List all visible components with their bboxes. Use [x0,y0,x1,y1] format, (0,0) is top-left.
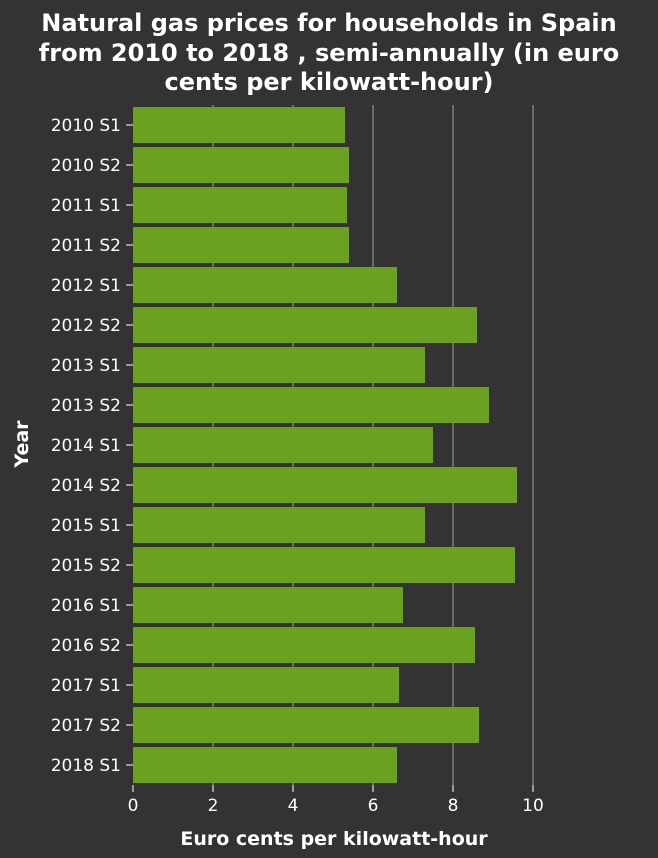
y-tick-label: 2017 S2 [51,716,121,736]
y-tick-label: 2014 S2 [51,476,121,496]
bar-2017-s2 [133,707,479,743]
bar-2010-s2 [133,147,349,183]
y-tick-label: 2013 S1 [51,356,121,376]
y-tick-label: 2017 S1 [51,676,121,696]
bar-2018-s1 [133,747,397,783]
chart-title-line-2: from 2010 to 2018 , semi-annually (in eu… [39,39,619,67]
y-tick-label: 2018 S1 [51,756,121,776]
bar-2012-s1 [133,267,397,303]
y-tick-label: 2016 S2 [51,636,121,656]
bar-2014-s2 [133,467,517,503]
x-axis-title: Euro cents per kilowatt-hour [180,828,488,850]
y-tick-label: 2010 S1 [51,116,121,136]
y-tick-label: 2011 S2 [51,236,121,256]
y-tick-label: 2014 S1 [51,436,121,456]
x-tick-label: 6 [368,796,379,816]
y-axis-title: Year [11,420,33,469]
bar-2011-s1 [133,187,347,223]
chart-title-line-1: Natural gas prices for households in Spa… [41,9,616,37]
y-tick-label: 2016 S1 [51,596,121,616]
x-tick-label: 2 [208,796,219,816]
y-tick-label: 2015 S1 [51,516,121,536]
bar-2015-s1 [133,507,425,543]
chart-title-line-3: cents per kilowatt-hour) [165,68,494,96]
y-tick-label: 2010 S2 [51,156,121,176]
y-tick-label: 2012 S2 [51,316,121,336]
bar-2012-s2 [133,307,477,343]
plot-area: 2010 S1 2010 S2 2011 S1 2011 S2 2012 S1 2012 … [51,105,544,816]
bar-2011-s2 [133,227,349,263]
bar-2016-s2 [133,627,475,663]
x-tick-label: 4 [288,796,299,816]
bar-2010-s1 [133,107,345,143]
x-tick-label: 10 [522,796,544,816]
bar-2014-s1 [133,427,433,463]
bar-2016-s1 [133,587,403,623]
y-tick-label: 2015 S2 [51,556,121,576]
bar-2017-s1 [133,667,399,703]
bar-2015-s2 [133,547,515,583]
x-tick-label: 0 [128,796,139,816]
y-tick-label: 2011 S1 [51,196,121,216]
bar-2013-s1 [133,347,425,383]
y-tick-label: 2013 S2 [51,396,121,416]
chart-title: Natural gas prices for households in Spa… [39,9,619,96]
x-tick-label: 8 [448,796,459,816]
y-tick-label: 2012 S1 [51,276,121,296]
bar-2013-s2 [133,387,489,423]
